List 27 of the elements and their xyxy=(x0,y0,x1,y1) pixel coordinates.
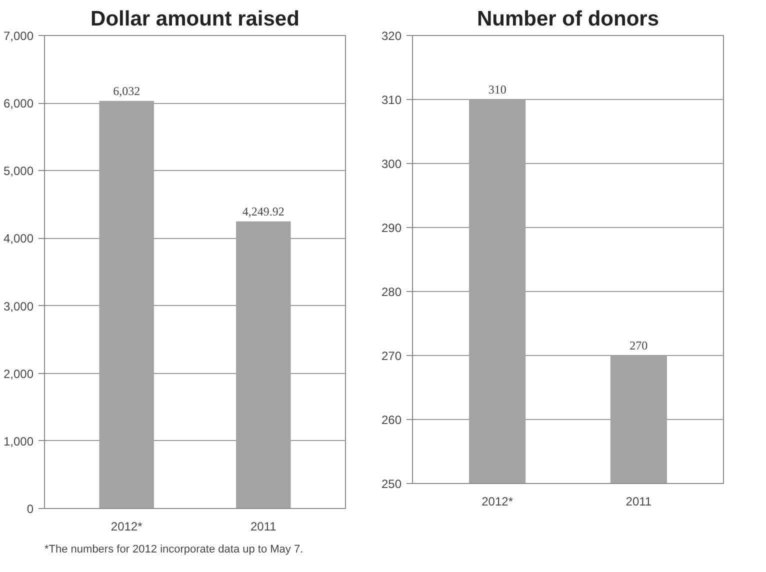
chart-title: Number of donors xyxy=(477,8,659,30)
y-tick-label: 2,000 xyxy=(3,366,34,381)
data-label: 6,032 xyxy=(113,84,140,98)
chart-title: Dollar amount raised xyxy=(90,8,300,30)
y-tick-label: 7,000 xyxy=(3,29,34,43)
y-tick-label: 6,000 xyxy=(3,96,34,111)
text: *The numbers for 2012 incorporate data up to May 7. xyxy=(44,544,304,556)
data-label: 270 xyxy=(630,338,648,352)
data-label: 4,249.92 xyxy=(242,204,284,218)
y-tick-label: 250 xyxy=(381,477,402,491)
y-tick-label: 310 xyxy=(381,93,402,107)
x-tick-label: 2012* xyxy=(110,520,143,534)
y-tick-label: 0 xyxy=(26,502,34,516)
x-tick-label: 2011 xyxy=(250,520,277,534)
data-label: 310 xyxy=(488,82,506,96)
y-tick-label: 300 xyxy=(381,157,402,171)
x-tick-label: 2011 xyxy=(626,494,652,508)
y-tick-label: 280 xyxy=(381,285,402,299)
y-tick-label: 290 xyxy=(381,221,402,235)
y-tick-label: 5,000 xyxy=(3,164,34,178)
y-tick-label: 1,000 xyxy=(3,434,34,448)
y-tick-label: 320 xyxy=(381,29,402,43)
x-tick-label: 2012* xyxy=(482,494,514,508)
y-tick-label: 4,000 xyxy=(3,232,34,246)
y-tick-label: 260 xyxy=(381,413,402,427)
y-tick-label: 270 xyxy=(381,349,402,363)
y-tick-label: 3,000 xyxy=(3,299,34,314)
